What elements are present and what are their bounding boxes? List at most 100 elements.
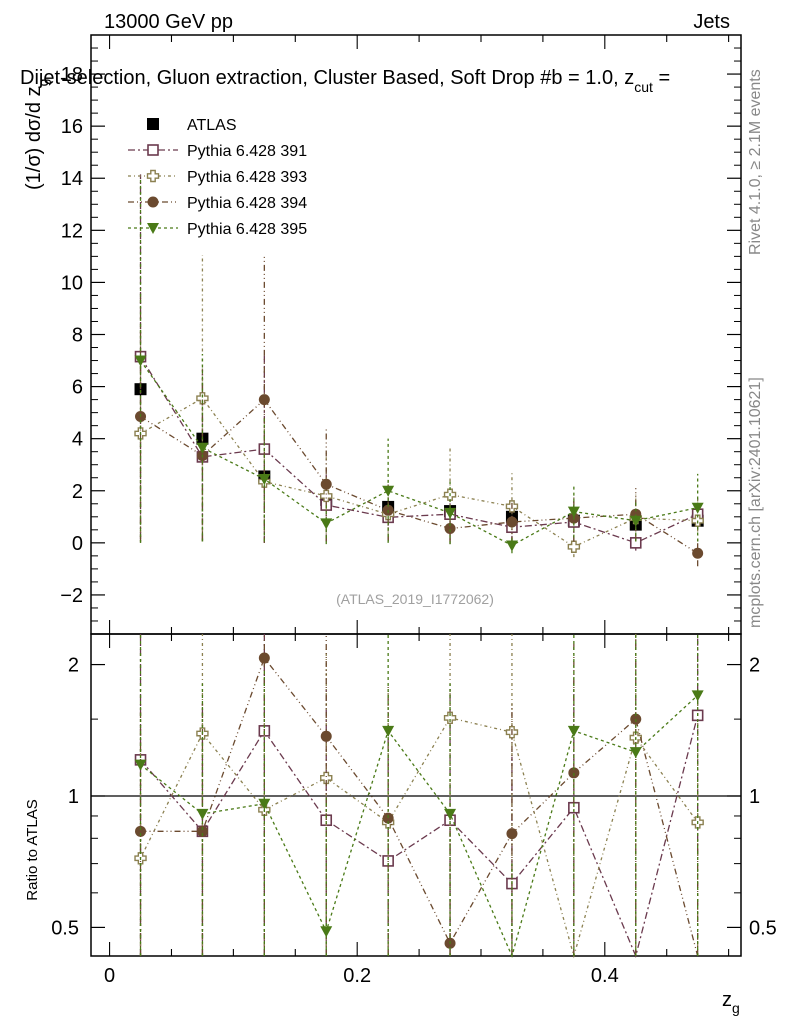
main-point-atlas [134, 383, 147, 396]
main-point-p394 [258, 394, 270, 406]
main-y-tick-label: 10 [61, 272, 83, 294]
ratio-axis-ticks: 0.5 0.5 1 1 2 2 0 0.2 0.4 [51, 634, 777, 987]
plot-title: Dijet-selection, Gluon extraction, Clust… [20, 67, 670, 95]
ratio-y-axis-label: Ratio to ATLAS [24, 799, 41, 900]
ratio-point-p394 [196, 825, 208, 837]
ratio-point-p394 [135, 825, 147, 837]
main-y-tick-label: 12 [61, 220, 83, 242]
legend-marker-p395 [147, 223, 159, 234]
main-y-tick-label: 16 [61, 116, 83, 138]
ratio-y-tick-label-right: 0.5 [749, 917, 777, 939]
main-point-p395 [444, 507, 457, 519]
legend: ATLAS Pythia 6.428 391 Pythia 6.428 393 Pyt… [128, 117, 307, 238]
legend-label-p394: Pythia 6.428 394 [187, 195, 307, 212]
ratio-point-p393 [320, 771, 333, 785]
ratio-point-p394 [258, 652, 270, 664]
main-series-group [134, 174, 704, 567]
ratio-point-p395 [258, 798, 271, 810]
main-y-axis-label: (1/σ) dσ/d zg [23, 79, 51, 190]
x-axis-label: zg [722, 989, 740, 1016]
x-axis-label-text: z [722, 989, 732, 1011]
legend-entry-p394: Pythia 6.428 394 [128, 195, 307, 212]
main-point-p393 [320, 489, 333, 503]
ratio-y-tick-label: 1 [68, 786, 79, 808]
ratio-point-p394 [506, 828, 518, 840]
category-label: Jets [693, 11, 730, 33]
ratio-y-tick-label-right: 1 [749, 786, 760, 808]
main-point-p395 [629, 515, 642, 527]
main-y-tick-label: 6 [72, 377, 83, 399]
legend-marker-atlas [147, 118, 159, 130]
x-axis-label-sub: g [732, 1000, 740, 1016]
x-tick-label: 0 [104, 965, 115, 987]
ratio-line-p394 [140, 656, 699, 957]
main-point-p395 [505, 540, 518, 552]
ratio-y-tick-label: 0.5 [51, 917, 79, 939]
x-tick-label: 0.2 [343, 965, 371, 987]
main-line-p395 [139, 360, 698, 547]
ratio-point-p395 [629, 747, 642, 759]
main-line-p394 [140, 398, 699, 554]
main-y-tick-label: 0 [72, 533, 83, 555]
main-point-p395 [258, 474, 271, 486]
plot-title-sub: cut [634, 79, 653, 95]
legend-label-p391: Pythia 6.428 391 [187, 143, 307, 160]
main-y-axis-label-sub: g [35, 79, 51, 87]
main-point-p394 [444, 523, 456, 535]
main-y-tick-label: 8 [72, 325, 83, 347]
main-series-p395 [134, 178, 704, 554]
main-y-tick-label: 2 [72, 481, 83, 503]
ratio-series-p393 [134, 634, 704, 959]
main-point-p394 [692, 547, 704, 559]
ratio-series-group [134, 634, 704, 959]
main-point-p394 [506, 516, 518, 528]
legend-entry-p395: Pythia 6.428 395 [128, 221, 307, 238]
main-y-axis-label-text: (1/σ) dσ/d z [23, 86, 45, 190]
main-y-tick-label: −2 [60, 585, 83, 607]
energy-label: 13000 GeV pp [104, 11, 233, 33]
ratio-point-p395 [196, 808, 209, 820]
ratio-point-p395 [134, 759, 147, 771]
analysis-id: (ATLAS_2019_I1772062) [336, 591, 494, 607]
ratio-point-p393 [443, 711, 457, 725]
mcplots-label: mcplots.cern.ch [arXiv:2401.10621] [747, 377, 764, 628]
main-point-p395 [134, 355, 147, 367]
main-series-p394 [135, 256, 704, 567]
legend-entry-p391: Pythia 6.428 391 [128, 143, 307, 160]
x-tick-label: 0.4 [591, 965, 619, 987]
plot-title-tail: = [653, 67, 670, 89]
ratio-y-tick-label: 2 [68, 655, 79, 677]
ratio-plot-frame [90, 633, 742, 957]
ratio-point-p395 [382, 725, 395, 737]
ratio-point-p395 [691, 690, 704, 702]
legend-marker-p394 [147, 196, 159, 208]
legend-entry-atlas: ATLAS [147, 117, 237, 134]
ratio-point-p394 [568, 767, 580, 779]
main-point-p393 [196, 392, 209, 405]
legend-entry-p393: Pythia 6.428 393 [128, 169, 307, 186]
ratio-point-p395 [320, 926, 333, 938]
ratio-point-p395 [567, 725, 580, 737]
main-point-p395 [382, 485, 395, 497]
main-point-p395 [567, 506, 580, 518]
main-point-p393 [567, 540, 581, 553]
legend-marker-p393 [146, 169, 160, 183]
main-y-tick-label: 18 [61, 64, 83, 86]
main-point-p394 [320, 478, 332, 490]
ratio-line-p395 [140, 694, 699, 958]
ratio-point-p394 [382, 812, 394, 824]
ratio-line-p391 [140, 715, 699, 959]
legend-label-p393: Pythia 6.428 393 [187, 169, 307, 186]
plot-title-main: Dijet-selection, Gluon extraction, Clust… [20, 67, 634, 89]
main-axis-ticks: −2 0 2 4 6 8 10 12 14 16 18 [60, 34, 741, 634]
ratio-series-p394 [135, 634, 699, 957]
main-point-p395 [320, 518, 333, 530]
ratio-point-p394 [320, 730, 332, 742]
main-y-tick-label: 14 [61, 168, 83, 190]
legend-marker-p391 [147, 144, 159, 156]
ratio-y-tick-label-right: 2 [749, 655, 760, 677]
main-line-p391 [139, 356, 698, 544]
legend-label-atlas: ATLAS [187, 117, 237, 134]
ratio-point-p395 [444, 808, 457, 820]
